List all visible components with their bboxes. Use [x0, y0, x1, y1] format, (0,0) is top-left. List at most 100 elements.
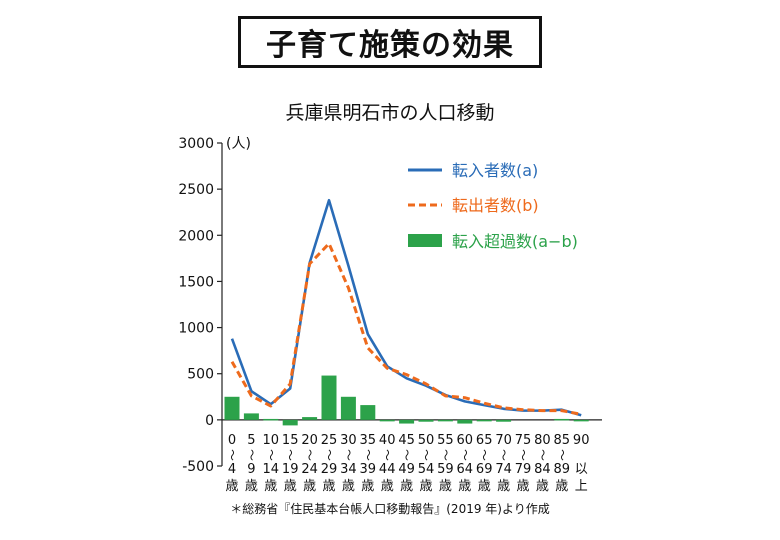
x-tick-label-top: 15 — [282, 433, 299, 448]
x-tick-label-top: 45 — [398, 433, 415, 448]
series-line-out — [230, 242, 582, 416]
x-tick-label-top: 25 — [321, 433, 338, 448]
x-tick-label-suffix: 歳 — [478, 479, 491, 494]
x-tick-tilde: 〜 — [322, 449, 336, 461]
x-tick-label-bottom: 4 — [228, 462, 236, 477]
x-tick-tilde: 〜 — [341, 449, 355, 461]
legend-label: 転入超過数(a−b) — [452, 232, 578, 251]
x-tick-tilde: 〜 — [264, 449, 278, 461]
x-tick-label-suffix: 歳 — [225, 479, 238, 494]
x-tick-label-bottom: 69 — [476, 462, 493, 477]
x-tick-label-top: 40 — [379, 433, 396, 448]
x-tick-label-suffix: 歳 — [361, 479, 374, 494]
x-tick-tilde: 〜 — [477, 449, 491, 461]
bar-excess-1 — [243, 413, 259, 420]
bar-excess-10 — [418, 419, 434, 422]
x-tick-label-bottom: 上 — [575, 479, 588, 494]
x-tick-label-top: 85 — [554, 433, 571, 448]
bar-excess-7 — [360, 405, 376, 420]
x-tick-tilde: 〜 — [458, 449, 472, 461]
x-tick-label-suffix: 歳 — [516, 479, 529, 494]
y-tick-label: 0 — [205, 413, 214, 429]
y-tick-label: 1500 — [178, 274, 214, 290]
x-tick-tilde: 〜 — [244, 449, 258, 461]
x-tick-label-suffix: 歳 — [439, 479, 452, 494]
x-tick-tilde: 〜 — [303, 449, 317, 461]
x-tick-tilde: 〜 — [497, 449, 511, 461]
x-tick-label-bottom: 54 — [418, 462, 435, 477]
bar-excess-2 — [263, 418, 279, 421]
bar-excess-17 — [554, 418, 570, 421]
x-tick-label-suffix: 歳 — [555, 479, 568, 494]
y-tick-label: 2000 — [178, 228, 214, 244]
bar-excess-8 — [379, 419, 395, 422]
x-tick-label-suffix: 歳 — [381, 479, 394, 494]
bar-excess-11 — [437, 419, 453, 422]
x-tick-label-bottom: 9 — [247, 462, 255, 477]
bar-excess-3 — [282, 419, 298, 426]
source-note: ＊総務省『住民基本台帳人口移動報告』(2019 年)より作成 — [230, 502, 550, 516]
x-tick-label-top: 50 — [418, 433, 435, 448]
legend-label: 転出者数(b) — [452, 196, 539, 215]
x-tick-tilde: 〜 — [361, 449, 375, 461]
y-tick-label: 3000 — [178, 136, 214, 152]
x-tick-label-suffix: 歳 — [284, 479, 297, 494]
x-tick-tilde: 〜 — [283, 449, 297, 461]
x-tick-label-suffix: 歳 — [497, 479, 510, 494]
chart-title: 兵庫県明石市の人口移動 — [285, 102, 495, 124]
bar-excess-6 — [340, 396, 356, 420]
y-tick-label: 2500 — [178, 182, 214, 198]
x-tick-label-bottom: 34 — [340, 462, 357, 477]
x-tick-label-top: 70 — [495, 433, 512, 448]
x-tick-label-suffix: 歳 — [322, 479, 335, 494]
x-tick-tilde: 〜 — [516, 449, 530, 461]
x-tick-label-bottom: 29 — [321, 462, 338, 477]
x-tick-label-bottom: 19 — [282, 462, 299, 477]
x-tick-label-bottom: 89 — [554, 462, 571, 477]
x-tick-label-suffix: 歳 — [400, 479, 413, 494]
x-tick-label-top: 55 — [437, 433, 454, 448]
x-tick-label-top: 65 — [476, 433, 493, 448]
x-tick-tilde: 〜 — [419, 449, 433, 461]
y-tick-label: 500 — [187, 367, 214, 383]
x-tick-label-suffix: 歳 — [245, 479, 258, 494]
x-tick-label-bottom: 39 — [360, 462, 377, 477]
x-tick-label-bottom: 44 — [379, 462, 396, 477]
bar-excess-0 — [224, 396, 240, 420]
x-tick-label-top: 0 — [228, 433, 236, 448]
x-tick-tilde: 〜 — [400, 449, 414, 461]
x-tick-label-bottom: 74 — [495, 462, 512, 477]
x-tick-tilde: 〜 — [380, 449, 394, 461]
x-tick-label-suffix: 歳 — [419, 479, 432, 494]
x-tick-label-suffix: 歳 — [264, 479, 277, 494]
bar-excess-18 — [573, 419, 589, 422]
y-tick-label: 1000 — [178, 321, 214, 337]
x-tick-label-suffix: 歳 — [536, 479, 549, 494]
x-tick-label-bottom: 14 — [263, 462, 280, 477]
x-tick-tilde: 〜 — [225, 449, 239, 461]
y-tick-label: -500 — [182, 459, 214, 475]
bar-excess-5 — [321, 375, 337, 420]
x-tick-label-suffix: 歳 — [342, 479, 355, 494]
x-tick-tilde: 〜 — [535, 449, 549, 461]
bar-excess-9 — [399, 419, 415, 424]
x-tick-label-top: 90 — [573, 433, 590, 448]
x-tick-label-top: 20 — [301, 433, 318, 448]
x-tick-label-top: 10 — [263, 433, 280, 448]
x-tick-label-top: 75 — [515, 433, 532, 448]
x-tick-label-top: 80 — [534, 433, 551, 448]
x-tick-label-top: 35 — [360, 433, 377, 448]
x-tick-label-bottom: 以 — [575, 462, 588, 477]
bar-excess-12 — [457, 419, 473, 424]
bar-excess-14 — [496, 419, 512, 422]
x-tick-label-bottom: 24 — [301, 462, 318, 477]
legend-swatch-bar — [408, 234, 442, 247]
page-title: 子育て施策の効果 — [238, 16, 542, 68]
x-tick-label-bottom: 84 — [534, 462, 551, 477]
x-tick-label-bottom: 79 — [515, 462, 532, 477]
x-tick-label-top: 60 — [457, 433, 474, 448]
x-tick-label-top: 5 — [247, 433, 255, 448]
x-tick-tilde: 〜 — [555, 449, 569, 461]
x-tick-label-bottom: 59 — [437, 462, 454, 477]
legend-label: 転入者数(a) — [452, 161, 538, 180]
